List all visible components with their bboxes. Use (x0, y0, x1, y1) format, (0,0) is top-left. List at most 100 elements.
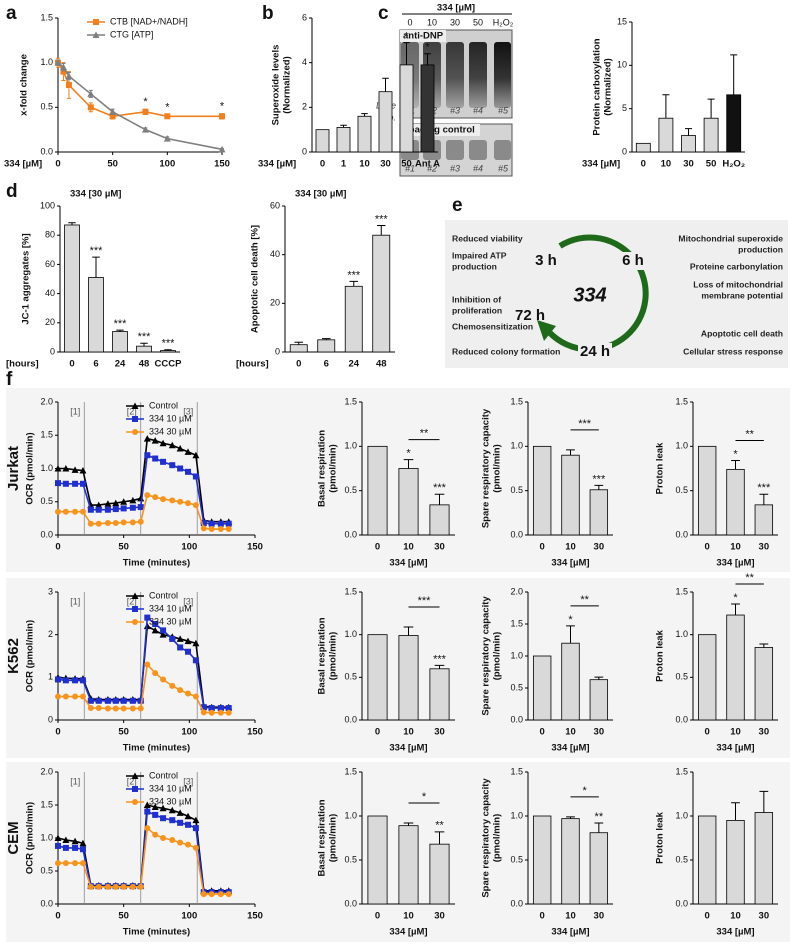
marker (217, 526, 224, 533)
lane-number: #5 (498, 163, 509, 173)
x-axis-label: 334 [µM] (389, 558, 427, 569)
lane-number: #3 (450, 105, 460, 115)
y-tick-label: 0 (622, 146, 627, 156)
bar (697, 815, 717, 905)
y-tick-label: 80 (45, 230, 55, 240)
marker (62, 677, 69, 684)
x-tick-label: 100 (181, 727, 197, 738)
y-tick-label: 1.0 (510, 441, 523, 451)
marker (59, 63, 67, 71)
x-tick-label: 10 (730, 911, 741, 922)
x-axis-label: 334 [µM] (582, 159, 620, 170)
x-tick-label: 50 (706, 159, 717, 170)
y-axis-label: Superoxide levels (271, 45, 282, 126)
row-label: CEM (5, 821, 22, 854)
y-tick-label: 2.0 (40, 396, 53, 406)
bar (289, 344, 308, 353)
marker (131, 772, 139, 779)
bar (398, 468, 419, 536)
marker (79, 466, 87, 474)
marker (192, 693, 199, 700)
marker (132, 799, 138, 805)
x-tick-label: 0 (705, 727, 710, 738)
marker (72, 844, 79, 851)
y-axis-label: (Normalized) (282, 56, 293, 114)
effect: production (738, 244, 783, 254)
y-axis-label: (pmol/min) (328, 444, 339, 493)
x-tick-label: 10 (565, 727, 576, 738)
bar (589, 489, 609, 536)
marker (169, 817, 176, 824)
lane-smear (494, 42, 511, 108)
significance: *** (433, 482, 447, 494)
chart-title: 334 [30 µM] (295, 189, 346, 200)
significance: * (733, 592, 738, 604)
x-axis-label: 334 [µM] (389, 927, 427, 938)
x-tick-label: 0 (55, 911, 60, 922)
x-tick-label: 150 (247, 542, 263, 553)
significance: * (733, 448, 738, 460)
x-tick-label: 150 (247, 727, 263, 738)
y-tick-label: 1.5 (344, 766, 357, 776)
x-tick-label: 10 (565, 911, 576, 922)
error-bar (731, 460, 740, 470)
error-bar (321, 338, 331, 340)
effect: Inhibition of (452, 294, 501, 304)
lane-number: #3 (450, 163, 460, 173)
y-tick-label: 0.5 (510, 854, 523, 864)
lane-number: #5 (498, 105, 509, 115)
x-tick-label: 0 (69, 359, 74, 370)
marker (109, 113, 116, 120)
marker (144, 492, 151, 499)
marker (104, 883, 111, 890)
legend-label: 334 30 µM (149, 426, 192, 436)
bar (344, 285, 363, 353)
bar (697, 445, 717, 536)
marker (72, 693, 79, 700)
legend-label: Control (149, 770, 178, 780)
significance: ** (435, 820, 444, 832)
marker (55, 508, 61, 515)
marker (192, 502, 199, 509)
y-tick-label: 0.0 (40, 898, 53, 908)
bar (420, 64, 435, 153)
bracket-label: * (422, 791, 427, 803)
lane-number: #2 (427, 163, 437, 173)
bracket-label: *** (578, 418, 592, 430)
effect: Reduced colony formation (452, 346, 560, 356)
marker (159, 439, 167, 447)
x-tick-label: 150 (214, 159, 230, 170)
bar (378, 91, 393, 153)
marker (129, 705, 136, 712)
y-tick-label: 3 (48, 586, 53, 596)
marker (185, 648, 192, 655)
y-tick-label: 10 (617, 60, 627, 70)
bar (697, 634, 717, 721)
y-tick-label: 0 (50, 346, 55, 356)
error-bar (403, 822, 414, 826)
y-tick-label: 0.0 (344, 898, 357, 908)
marker (55, 480, 61, 487)
marker (109, 108, 117, 115)
label-box (400, 124, 480, 136)
marker (143, 801, 151, 808)
marker (200, 520, 207, 527)
y-tick-label: 0.0 (675, 898, 688, 908)
marker (95, 883, 102, 890)
error-bar (731, 603, 740, 616)
x-axis-label: 334 [µM] (389, 743, 427, 754)
marker (217, 705, 224, 712)
marker (55, 693, 61, 700)
y-axis-label: Basal respiration (317, 799, 328, 876)
marker (131, 592, 139, 599)
marker (219, 113, 225, 120)
marker (137, 504, 144, 511)
marker (55, 860, 61, 867)
marker (87, 104, 94, 111)
marker (225, 709, 232, 716)
bar (561, 642, 580, 721)
error-bar (164, 349, 172, 351)
panel-letter: f (6, 369, 13, 390)
y-tick-label: 1.0 (40, 832, 53, 842)
bar (726, 468, 745, 536)
